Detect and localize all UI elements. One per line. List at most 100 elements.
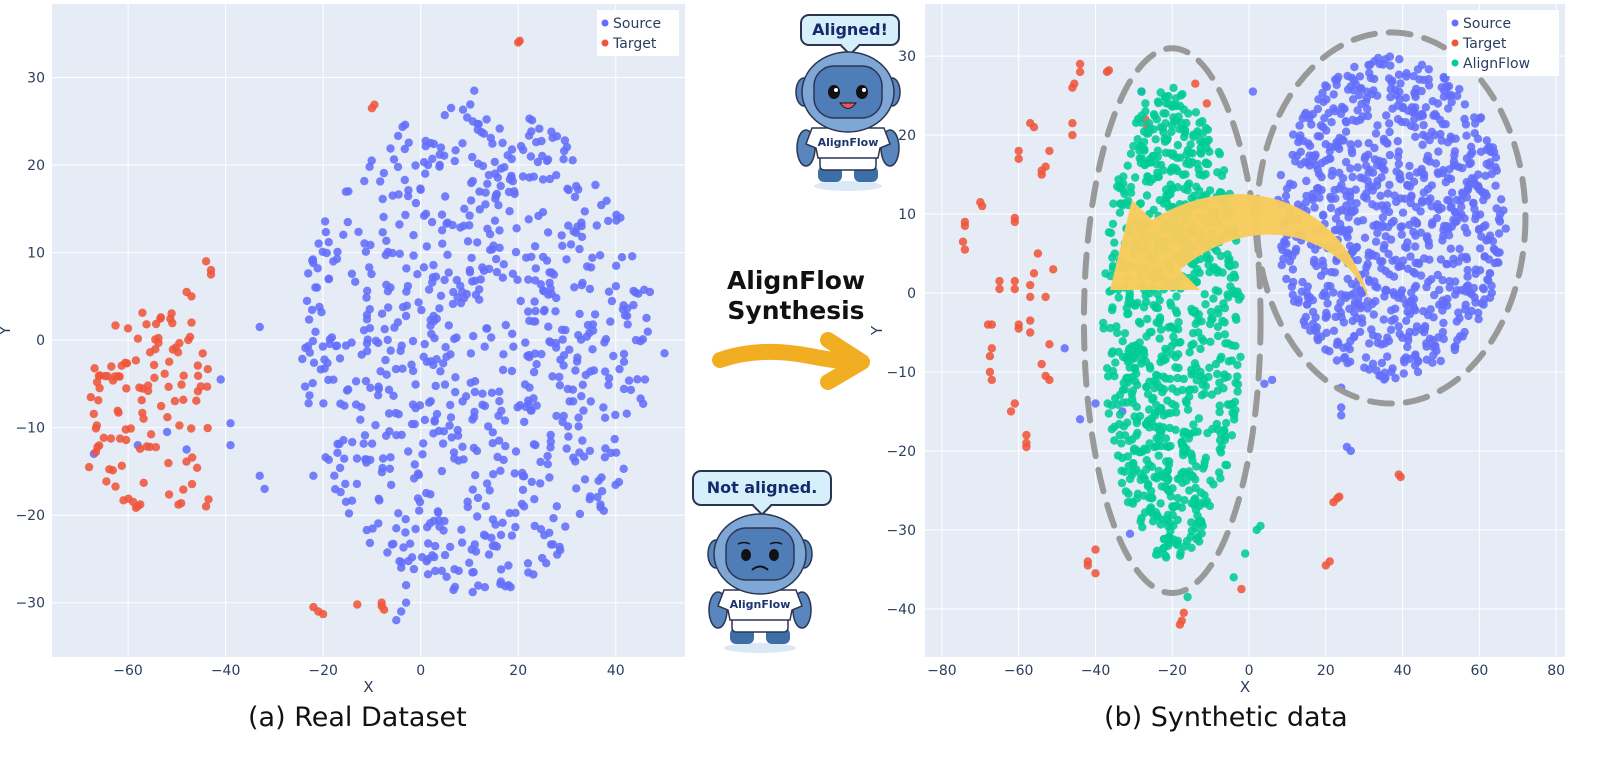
data-point <box>1410 123 1420 132</box>
x-tick-label: 20 <box>509 663 527 679</box>
data-point <box>1171 306 1180 315</box>
data-point <box>1145 361 1154 371</box>
data-point <box>485 486 494 495</box>
data-point <box>1422 233 1432 243</box>
data-point <box>1161 109 1170 118</box>
data-point <box>485 230 495 239</box>
data-point <box>622 311 632 321</box>
data-point <box>585 446 595 456</box>
data-point <box>1454 308 1463 317</box>
legend-label[interactable]: Target <box>1462 36 1507 52</box>
data-point <box>113 406 122 415</box>
data-point <box>1099 318 1108 328</box>
data-point <box>577 232 587 242</box>
data-point <box>1341 117 1350 126</box>
data-point <box>1386 92 1395 102</box>
data-point <box>527 252 536 261</box>
data-point <box>321 453 330 462</box>
data-point <box>508 269 518 278</box>
data-point <box>623 320 632 329</box>
data-point <box>397 607 406 616</box>
legend-label[interactable]: Target <box>612 36 657 52</box>
data-point <box>1326 192 1335 202</box>
data-point <box>300 382 310 391</box>
data-point <box>1376 191 1385 200</box>
legend-label[interactable]: Source <box>1463 16 1511 32</box>
data-point <box>1194 328 1203 337</box>
data-point <box>318 342 328 351</box>
data-point <box>456 281 465 291</box>
data-point <box>1313 336 1323 345</box>
data-point <box>596 500 605 509</box>
data-point <box>1108 261 1118 271</box>
data-point <box>1403 342 1412 352</box>
data-point <box>319 399 328 408</box>
data-point <box>1444 104 1453 113</box>
data-point <box>484 422 493 431</box>
data-point <box>1385 150 1395 160</box>
data-point <box>985 352 995 361</box>
data-point <box>1206 307 1216 317</box>
data-point <box>1118 385 1128 394</box>
data-point <box>1389 272 1399 281</box>
data-point <box>1091 545 1100 554</box>
data-point <box>518 172 528 181</box>
legend-label[interactable]: Source <box>613 16 661 32</box>
data-point <box>1161 551 1170 560</box>
data-point <box>453 431 463 440</box>
data-point <box>347 269 357 278</box>
data-point <box>486 133 495 143</box>
data-point <box>1117 439 1126 448</box>
data-point <box>1173 494 1183 503</box>
data-point <box>468 415 477 424</box>
data-point <box>1190 276 1199 285</box>
data-point <box>1168 399 1177 408</box>
data-point <box>1377 358 1387 368</box>
data-point <box>1402 316 1411 325</box>
data-point <box>377 598 386 607</box>
data-point <box>1312 261 1321 271</box>
data-point <box>1318 256 1327 265</box>
data-point <box>1491 181 1500 190</box>
data-point <box>542 256 552 265</box>
data-point <box>1026 328 1035 337</box>
data-point <box>610 434 619 444</box>
data-point <box>1113 328 1122 338</box>
data-point <box>386 144 395 153</box>
data-point <box>403 191 413 201</box>
data-point <box>411 198 421 208</box>
data-point <box>1174 325 1183 334</box>
data-point <box>1219 299 1228 308</box>
data-point <box>375 496 384 505</box>
data-point <box>1413 367 1423 377</box>
data-point <box>394 410 403 419</box>
x-tick-label: −40 <box>211 663 241 679</box>
data-point <box>521 338 530 347</box>
data-point <box>1394 70 1404 79</box>
data-point <box>1115 410 1125 419</box>
data-point <box>516 296 525 306</box>
data-point <box>459 294 469 303</box>
legend-label[interactable]: AlignFlow <box>1463 56 1530 72</box>
data-point <box>1323 299 1332 308</box>
data-point <box>1449 259 1458 269</box>
data-point <box>409 564 419 574</box>
x-tick-label: 40 <box>1394 663 1412 679</box>
data-point <box>539 286 548 295</box>
data-point <box>434 508 443 517</box>
data-point <box>1493 258 1502 267</box>
data-point <box>150 373 159 382</box>
data-point <box>450 582 460 592</box>
data-point <box>574 413 583 422</box>
data-point <box>115 372 124 381</box>
data-point <box>588 326 598 335</box>
data-point <box>135 383 144 392</box>
data-point <box>490 541 499 550</box>
data-point <box>168 345 178 354</box>
data-point <box>410 460 419 469</box>
data-point <box>558 335 567 344</box>
data-point <box>1111 358 1120 367</box>
data-point <box>1395 329 1404 339</box>
data-point <box>1318 122 1328 132</box>
data-point <box>577 392 586 401</box>
